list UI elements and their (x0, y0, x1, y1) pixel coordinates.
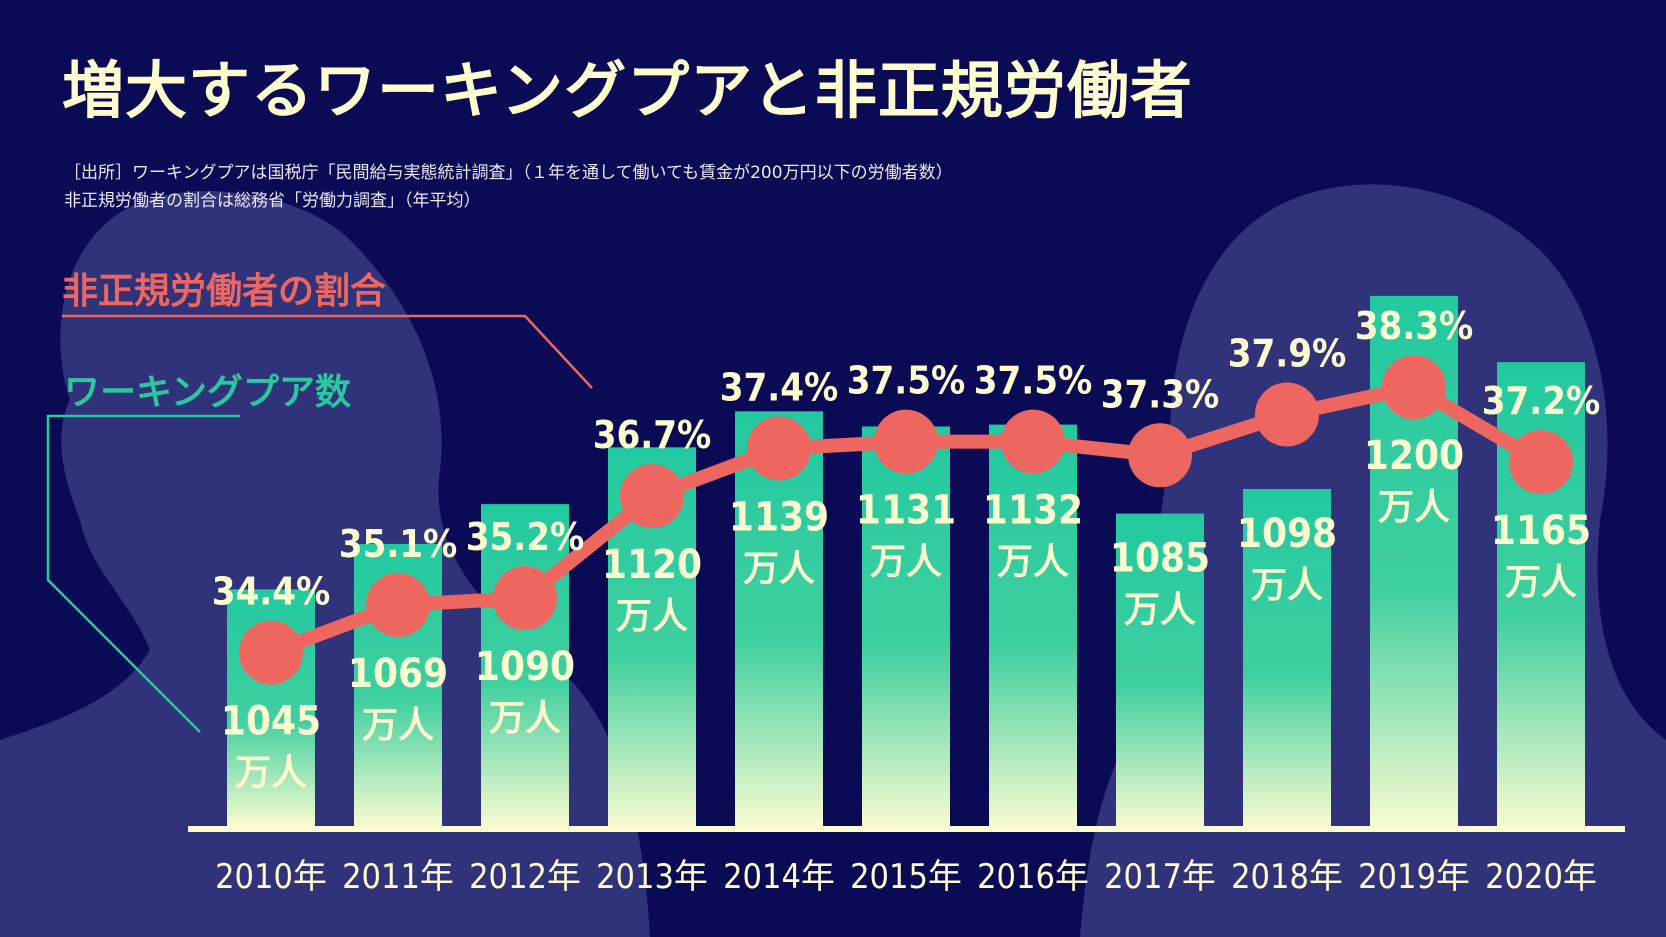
ratio-point-5 (874, 409, 938, 474)
bar-unit-label-2: 万人 (489, 698, 561, 739)
ratio-point-6 (1001, 409, 1065, 474)
bar-5 (862, 426, 950, 826)
legend-ratio-label: 非正規労働者の割合 (62, 271, 387, 312)
ratio-point-7 (1128, 423, 1192, 488)
ratio-point-3 (620, 464, 684, 529)
ratio-value-label-7: 37.3% (1101, 372, 1220, 416)
x-tick-label-1: 2011年 (342, 857, 454, 897)
bar-value-label-1: 1069 (348, 651, 448, 697)
bar-value-label-8: 1098 (1237, 511, 1337, 557)
ratio-value-label-5: 37.5% (847, 359, 966, 403)
bar-value-label-0: 1045 (221, 699, 321, 745)
bar-unit-label-3: 万人 (616, 596, 688, 637)
ratio-point-8 (1255, 382, 1319, 447)
bar-unit-label-5: 万人 (870, 542, 942, 583)
source-note-line1: ［出所］ワーキングプアは国税庁「民間給与実態統計調査」（１年を通して働いても賃金… (64, 163, 953, 183)
ratio-point-9 (1382, 355, 1446, 420)
ratio-value-label-4: 37.4% (720, 365, 839, 409)
x-tick-label-3: 2013年 (596, 857, 708, 897)
ratio-value-label-6: 37.5% (974, 359, 1093, 403)
bar-value-label-10: 1165 (1491, 508, 1591, 554)
bar-value-label-5: 1131 (856, 488, 956, 534)
bar-unit-label-10: 万人 (1505, 562, 1577, 603)
ratio-value-label-0: 34.4% (212, 570, 331, 614)
x-tick-label-4: 2014年 (723, 857, 835, 897)
bar-7 (1116, 513, 1204, 826)
bar-unit-label-0: 万人 (235, 753, 307, 794)
legend-count-label: ワーキングプア数 (64, 372, 351, 413)
ratio-value-label-9: 38.3% (1355, 304, 1474, 348)
bar-2 (481, 504, 569, 826)
bars-layer (227, 295, 1585, 826)
ratio-value-label-10: 37.2% (1482, 379, 1601, 423)
bar-8 (1243, 488, 1331, 826)
bar-value-label-4: 1139 (729, 494, 829, 540)
ratio-point-0 (239, 620, 303, 685)
x-tick-label-9: 2019年 (1358, 857, 1470, 897)
bar-value-label-6: 1132 (983, 488, 1083, 534)
ratio-point-4 (747, 416, 811, 481)
ratio-point-2 (493, 566, 557, 631)
bar-unit-label-1: 万人 (362, 705, 434, 746)
ratio-value-label-2: 35.2% (466, 515, 585, 559)
bar-value-label-7: 1085 (1110, 536, 1210, 582)
ratio-value-label-3: 36.7% (593, 413, 712, 457)
ratio-value-label-1: 35.1% (339, 522, 458, 566)
x-tick-label-6: 2016年 (977, 857, 1089, 897)
bar-value-label-3: 1120 (602, 542, 702, 588)
legend-connectors (46, 314, 593, 733)
x-tick-label-8: 2018年 (1231, 857, 1343, 897)
x-tick-label-5: 2015年 (850, 857, 962, 897)
ratio-legend-connector (62, 314, 593, 389)
ratio-point-10 (1509, 430, 1573, 495)
bar-unit-label-7: 万人 (1124, 590, 1196, 631)
bar-6 (989, 424, 1077, 826)
bar-unit-label-6: 万人 (997, 542, 1069, 583)
count-legend-connector (46, 414, 240, 733)
x-tick-label-7: 2017年 (1104, 857, 1216, 897)
bar-unit-label-8: 万人 (1251, 565, 1323, 606)
x-tick-label-2: 2012年 (469, 857, 581, 897)
line-layer (239, 355, 1573, 685)
x-axis-labels: 2010年 2011年 2012年 2013年 2014年 2015年 2016年 2017年… (215, 857, 1597, 897)
bar-value-label-9: 1200 (1364, 433, 1464, 479)
source-note-line2: 非正規労働者の割合は総務省「労働力調査」（年平均） (64, 191, 481, 211)
ratio-value-label-8: 37.9% (1228, 331, 1347, 375)
bar-value-label-2: 1090 (475, 644, 575, 690)
ratio-point-1 (366, 572, 430, 637)
labels-layer: 1045 万人 1069 万人 1090 万人 1120 万人 1139 万人 1131 万人 1132… (212, 304, 1601, 793)
page-title: 増大するワーキングプアと非正規労働者 (62, 54, 1193, 127)
x-tick-label-0: 2010年 (215, 857, 327, 897)
bar-unit-label-9: 万人 (1378, 487, 1450, 528)
x-tick-label-10: 2020年 (1485, 857, 1597, 897)
bar-unit-label-4: 万人 (743, 548, 815, 589)
